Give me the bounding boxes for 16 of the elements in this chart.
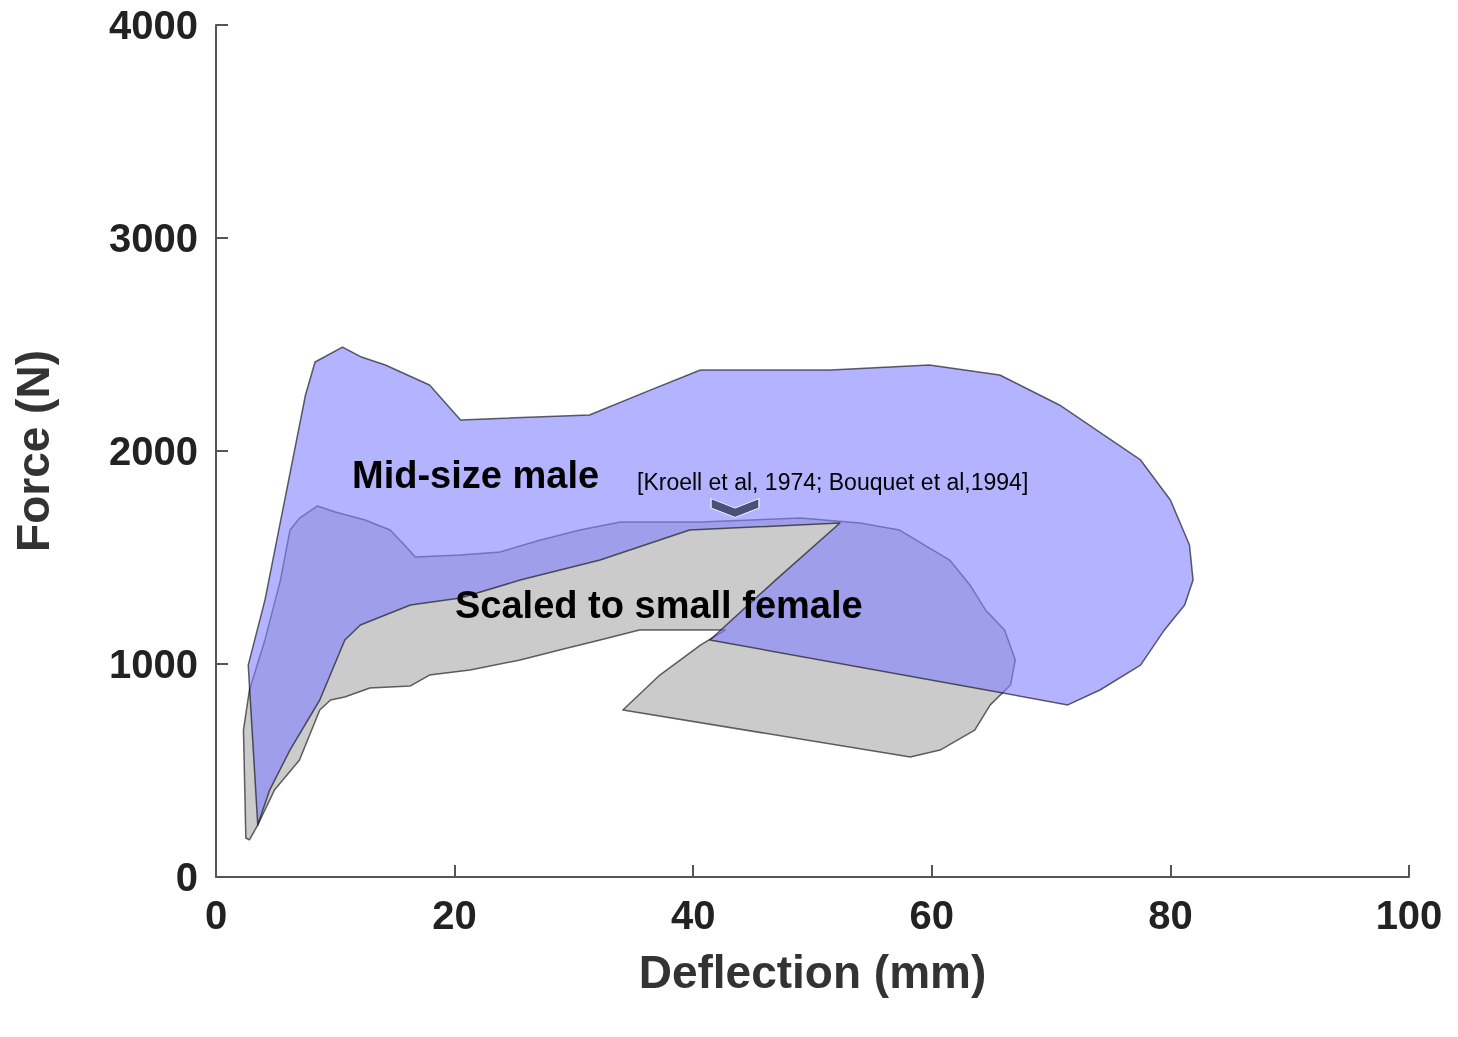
y-tick-label: 2000: [109, 429, 198, 473]
series-label: Scaled to small female: [455, 584, 863, 626]
series-label: Mid-size male: [352, 454, 600, 496]
x-tick-label: 40: [670, 893, 716, 937]
y-tick-label: 1000: [109, 642, 198, 686]
y-axis-title: Force (N): [7, 350, 59, 552]
x-axis-title: Deflection (mm): [638, 946, 987, 998]
y-tick-label: 0: [175, 855, 198, 899]
annotation: [Kroell et al, 1974; Bouquet et al,1994]: [637, 468, 1029, 495]
y-tick-label: 3000: [109, 216, 198, 260]
x-tick-label: 60: [909, 893, 955, 937]
x-tick-label: 80: [1148, 893, 1193, 937]
y-tick-label: 4000: [109, 3, 198, 47]
x-tick-label: 20: [432, 893, 477, 937]
x-tick-label: 0: [204, 893, 228, 937]
x-tick-label: 100: [1375, 893, 1443, 937]
